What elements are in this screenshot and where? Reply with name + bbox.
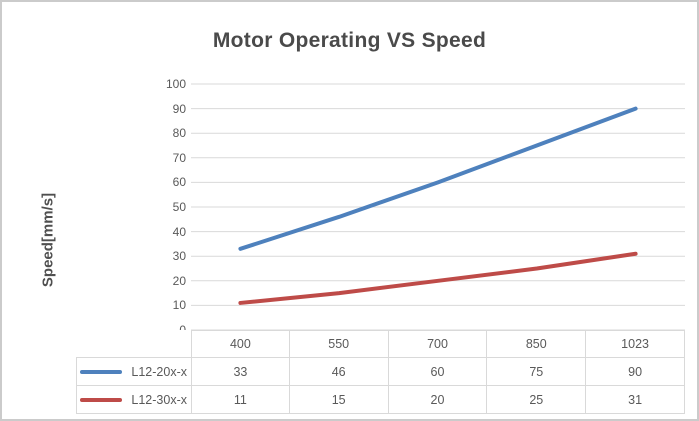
plot-area: [191, 83, 685, 331]
y-tick-label: 10: [172, 298, 186, 313]
table-value-cell: 90: [586, 358, 685, 386]
data-table: 400 550 700 850 1023 L12-20x-x 33 46 60 75 90 L12-3…: [76, 330, 685, 414]
legend-line-swatch: [80, 369, 122, 374]
table-value-cell: 75: [487, 358, 587, 386]
table-value-cell: 31: [586, 386, 685, 414]
table-value-cell: 60: [388, 358, 488, 386]
table-value-cell: 33: [191, 358, 290, 386]
y-tick-label: 50: [172, 200, 186, 214]
chart-title: Motor Operating VS Speed: [212, 29, 487, 52]
y-tick-label: 20: [172, 273, 186, 288]
legend-cell: L12-30x-x: [76, 386, 191, 414]
y-tick-label: 40: [172, 224, 186, 239]
y-axis-title: Speed[mm/s]: [39, 192, 57, 288]
legend-series-label: L12-20x-x: [131, 364, 187, 379]
y-tick-label: 30: [172, 249, 186, 264]
legend-series-label: L12-30x-x: [131, 392, 187, 407]
series-line-L12-30x-x: [238, 251, 638, 305]
table-header-cell: 1023: [586, 330, 685, 358]
y-tick-label: 100: [165, 77, 186, 91]
table-value-cell: 11: [191, 386, 290, 414]
table-value-cell: 25: [487, 386, 587, 414]
table-header-cell: 700: [388, 330, 488, 358]
y-tick-label: 90: [172, 101, 186, 116]
table-value-cell: 15: [289, 386, 389, 414]
table-header-cell: 400: [191, 330, 290, 358]
table-header-cell: 550: [289, 330, 389, 358]
y-tick-label: 70: [172, 150, 186, 165]
legend-line-swatch: [80, 397, 122, 402]
table-value-cell: 46: [289, 358, 389, 386]
legend-cell: L12-20x-x: [76, 358, 191, 386]
table-corner-cell: [76, 330, 191, 358]
table-value-cell: 20: [388, 386, 488, 414]
table-header-cell: 850: [487, 330, 587, 358]
y-tick-label: 60: [172, 175, 186, 190]
y-tick-label: 80: [172, 126, 186, 141]
series-line-L12-20x-x: [238, 106, 638, 251]
